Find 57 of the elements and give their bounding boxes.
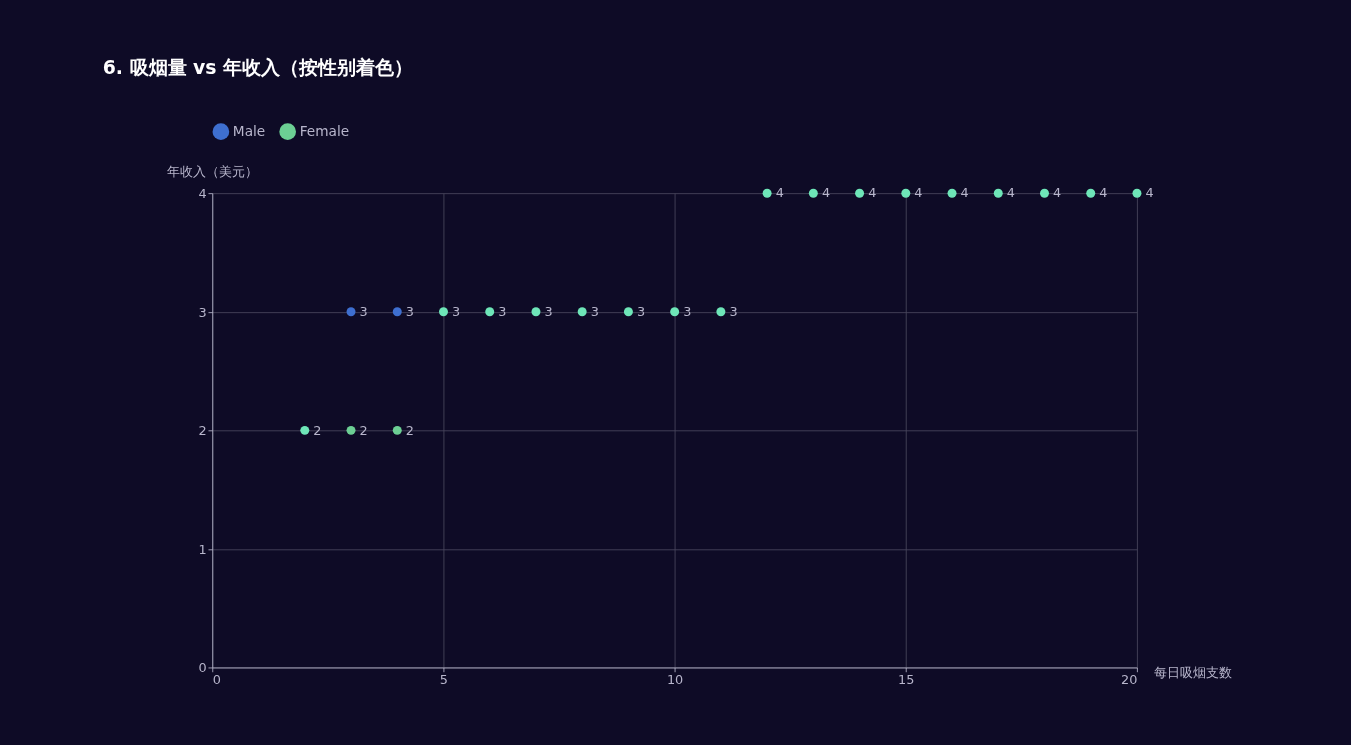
data-label: 3 — [729, 304, 738, 320]
y-tick-label: 4 — [198, 185, 207, 201]
point — [808, 188, 818, 198]
y-tick-label: 3 — [198, 304, 207, 320]
data-label: 4 — [821, 185, 831, 201]
data-label: 4 — [960, 185, 969, 201]
x-tick-label: 0 — [212, 672, 221, 688]
data-label: 4 — [1006, 185, 1015, 201]
legend-label: Male — [232, 122, 266, 139]
data-label: 4 — [1099, 185, 1108, 201]
x-axis-title: 每日吸烟支数 — [1154, 665, 1233, 681]
data-label: 4 — [1145, 185, 1154, 201]
point — [531, 307, 541, 317]
y-tick-label: 1 — [198, 541, 207, 557]
data-label: 3 — [452, 304, 461, 320]
point — [670, 307, 680, 317]
chart-title: 6. 吸烟量 vs 年收入（按性别着色） — [102, 57, 414, 79]
point — [623, 307, 633, 317]
point — [901, 188, 911, 198]
point — [346, 307, 356, 317]
data-label: 2 — [405, 422, 414, 438]
point — [716, 307, 726, 317]
data-label: 3 — [359, 304, 368, 320]
point — [577, 307, 587, 317]
point — [993, 188, 1003, 198]
data-label: 3 — [405, 304, 414, 320]
y-tick-label: 0 — [198, 660, 207, 676]
point — [762, 188, 772, 198]
data-label: 3 — [590, 304, 599, 320]
point — [300, 425, 310, 435]
data-label: 4 — [1053, 185, 1062, 201]
data-label: 3 — [498, 304, 507, 320]
data-label: 3 — [544, 304, 553, 320]
point — [392, 425, 402, 435]
point — [855, 188, 865, 198]
x-tick-label: 20 — [1121, 672, 1138, 688]
x-tick-label: 5 — [439, 672, 448, 688]
point — [485, 307, 495, 317]
point — [1040, 188, 1049, 198]
point — [947, 188, 957, 198]
data-label: 3 — [636, 304, 646, 320]
point — [392, 307, 402, 317]
data-label: 3 — [683, 304, 692, 320]
point — [438, 307, 448, 317]
data-label: 4 — [914, 185, 923, 201]
legend-label: Female — [299, 122, 350, 139]
data-label: 4 — [775, 185, 784, 201]
data-label: 2 — [359, 422, 368, 438]
y-axis-title: 年收入（美元） — [167, 163, 259, 179]
point — [1132, 188, 1142, 198]
x-tick-label: 10 — [666, 672, 684, 688]
data-label: 2 — [313, 422, 322, 438]
y-tick-label: 2 — [198, 423, 207, 439]
data-label: 4 — [868, 185, 877, 201]
x-tick-label: 15 — [898, 672, 915, 688]
point — [346, 425, 356, 435]
point — [1086, 188, 1096, 198]
